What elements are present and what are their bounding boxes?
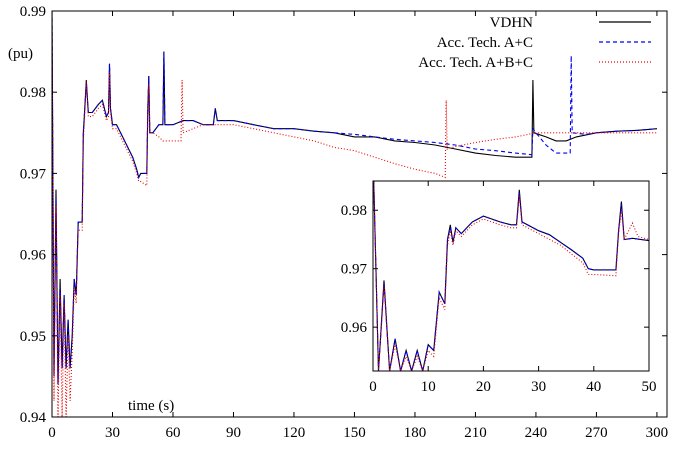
- main-x-tick-label: 240: [525, 425, 548, 441]
- inset-y-tick-label: 0.97: [341, 262, 368, 278]
- legend-label-acc-tech-a-c: Acc. Tech. A+C: [437, 35, 533, 51]
- inset-x-tick-label: 40: [586, 379, 601, 395]
- main-series-line-1: [52, 11, 657, 385]
- main-axes: 0 30 60 90 120 150 180 210 240 270 3000.940.950.96…: [20, 4, 668, 441]
- inset-x-tick-label: 20: [476, 379, 491, 395]
- inset-background: [373, 181, 649, 371]
- main-y-tick-label: 0.96: [20, 248, 47, 264]
- main-series-group: [52, 11, 657, 417]
- inset-y-tick-label: 0.96: [341, 320, 368, 336]
- inset-x-tick-label: 0: [369, 379, 377, 395]
- main-x-tick-label: 150: [343, 425, 366, 441]
- main-x-tick-label: 120: [283, 425, 306, 441]
- y-axis-label: (pu): [8, 46, 33, 62]
- inset-x-tick-label: 30: [531, 379, 546, 395]
- inset-x-tick-label: 50: [642, 379, 657, 395]
- main-x-tick-label: 180: [404, 425, 427, 441]
- main-y-tick-label: 0.99: [20, 4, 46, 20]
- legend-label-acc-tech-a-b-c: Acc. Tech. A+B+C: [418, 55, 533, 71]
- inset-plot-frame: [372, 180, 650, 372]
- main-x-tick-label: 60: [165, 425, 180, 441]
- inset-axes: 0 10 20 30 40 50 0.96 0.97 0.98: [341, 181, 657, 395]
- main-y-tick-label: 0.98: [20, 85, 46, 101]
- main-plot-frame: [51, 10, 668, 418]
- main-x-tick-label: 90: [226, 425, 241, 441]
- inset-series-line-1: [373, 181, 649, 371]
- inset-y-tick-label: 0.98: [341, 203, 367, 219]
- inset-series-line-2: [373, 181, 649, 371]
- main-y-tick-label: 0.95: [20, 329, 46, 345]
- main-x-tick-label: 30: [105, 425, 120, 441]
- main-y-tick-label: 0.97: [20, 166, 47, 182]
- inset-x-tick-label: 10: [421, 379, 436, 395]
- main-x-tick-label: 0: [48, 425, 56, 441]
- main-x-tick-label: 210: [464, 425, 487, 441]
- legend: VDHN Acc. Tech. A+C Acc. Tech. A+B+C: [418, 15, 651, 71]
- legend-label-vdhn: VDHN: [490, 15, 533, 31]
- main-x-tick-label: 270: [585, 425, 608, 441]
- main-x-tick-label: 300: [646, 425, 669, 441]
- inset-series-group: [373, 181, 649, 371]
- main-y-tick-label: 0.94: [20, 410, 47, 426]
- x-axis-label: time (s): [128, 398, 174, 414]
